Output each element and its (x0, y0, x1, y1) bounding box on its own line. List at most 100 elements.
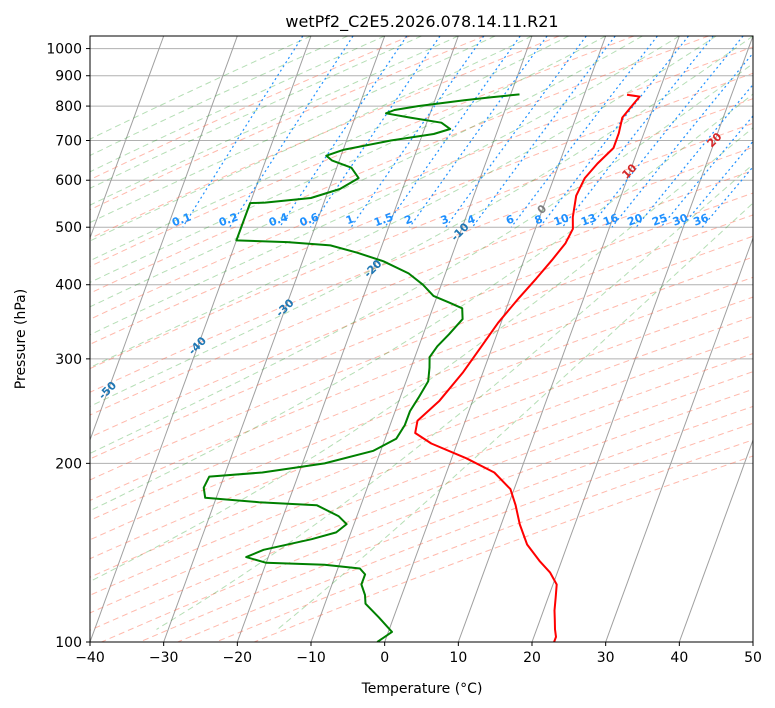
mixing-ratio-line (350, 36, 485, 228)
mixing-ratio-line (701, 165, 753, 228)
mixing-ratio-label: 0.6 (298, 210, 321, 229)
mixing-ratio-label: 0.4 (267, 210, 290, 229)
mixing-ratio-label: 30 (671, 211, 690, 229)
moist-adiabat (90, 36, 312, 140)
background-lines (90, 36, 753, 642)
y-tick-label: 500 (55, 220, 82, 236)
isotherm-label: -60 (6, 424, 29, 447)
mixing-ratio-line (510, 36, 658, 228)
dry-adiabat (90, 36, 560, 240)
mixing-ratio-label: 3 (439, 213, 451, 228)
dry-adiabat (254, 455, 753, 642)
moist-adiabat (90, 36, 606, 283)
x-tick-label: 40 (670, 650, 688, 666)
mixing-ratio-label: 1 (344, 213, 356, 228)
y-axis: 100 200 300 400 500 600 700 800 900 1000 (46, 42, 90, 651)
x-tick-label: −10 (296, 650, 326, 666)
isotherm-label: -50 (96, 379, 119, 402)
mixing-ratio-label: 1.5 (372, 210, 395, 229)
dry-adiabat (215, 439, 753, 642)
y-tick-label: 800 (55, 99, 82, 115)
moist-adiabat (90, 36, 422, 189)
moist-adiabat (90, 36, 349, 157)
grid-layer (90, 36, 753, 642)
dry-adiabat (90, 214, 753, 481)
mixing-ratio-line (310, 36, 441, 228)
y-tick-label: 700 (55, 133, 82, 149)
mixing-ratio-label: 0.1 (170, 210, 193, 229)
mixing-ratio-line (445, 36, 587, 228)
dry-adiabat (90, 334, 753, 596)
mixing-ratio-line (562, 36, 714, 228)
mixing-ratio-label: 16 (601, 211, 620, 229)
x-tick-label: 20 (523, 650, 541, 666)
y-tick-label: 200 (55, 456, 82, 472)
y-tick-label: 600 (55, 173, 82, 189)
dry-adiabat (90, 192, 753, 460)
line-labels: 0.10.20.40.611.52346810131620253036-100-… (6, 130, 725, 447)
y-tick-label: 100 (55, 635, 82, 651)
mixing-ratio-line (611, 52, 753, 228)
isotherm-line (310, 36, 533, 642)
isotherm-label: -30 (273, 296, 296, 319)
mixing-ratio-label: 2 (403, 213, 415, 228)
mixing-ratio-line (229, 36, 354, 228)
mixing-ratio-line (589, 36, 744, 228)
dry-adiabat (90, 146, 753, 416)
x-tick-label: −20 (223, 650, 253, 666)
moist-adiabat (90, 36, 533, 242)
dry-adiabat (90, 276, 753, 541)
moist-adiabat (90, 36, 717, 369)
moist-adiabat (90, 36, 570, 262)
isotherm-label: 20 (705, 130, 725, 150)
chart-title: wetPf2_C2E5.2026.078.14.11.R21 (285, 12, 558, 32)
mixing-ratio-line (409, 36, 548, 228)
moist-adiabat (90, 36, 753, 407)
dry-adiabat (139, 405, 753, 642)
isotherm-label: -40 (186, 334, 209, 357)
moist-adiabat (90, 93, 753, 512)
mixing-ratio-line (539, 36, 689, 228)
dry-adiabat (90, 122, 753, 393)
x-tick-label: 30 (597, 650, 615, 666)
isotherm-line (605, 236, 753, 642)
isotherm-line (90, 36, 238, 442)
mixing-ratio-label: 36 (692, 211, 711, 229)
moist-adiabat (90, 36, 496, 224)
series-layer (202, 93, 641, 642)
isotherm-line (90, 36, 165, 240)
moist-adiabat (90, 62, 753, 454)
dry-adiabat (90, 98, 753, 370)
dry-adiabat (90, 256, 753, 521)
y-tick-label: 400 (55, 278, 82, 294)
mixing-ratio-label: 4 (465, 212, 477, 227)
plot-frame (89, 35, 754, 643)
y-tick-label: 900 (55, 69, 82, 85)
moist-adiabat (90, 36, 680, 336)
dry-adiabat (90, 235, 753, 501)
dry-adiabat (90, 72, 753, 345)
isotherm-line (384, 36, 607, 642)
mixing-ratio-label: 10 (552, 211, 571, 229)
mixing-ratio-label: 20 (626, 211, 645, 229)
x-tick-label: 0 (380, 650, 389, 666)
y-tick-label: 1000 (46, 42, 82, 58)
mixing-ratio-line (471, 36, 616, 228)
dry-adiabat (90, 36, 485, 211)
dry-adiabat (90, 36, 410, 181)
moist-adiabat (90, 36, 459, 206)
isotherm-line (163, 36, 386, 642)
isotherm-line (457, 36, 680, 642)
mixing-ratio-label: 13 (579, 211, 598, 228)
isotherm-line (90, 36, 312, 642)
mixing-ratio-label: 25 (650, 211, 669, 228)
mixing-ratio-label: 0.2 (217, 210, 240, 229)
dry-adiabat (177, 422, 753, 642)
dry-adiabat (90, 353, 753, 614)
y-tick-label: 300 (55, 352, 82, 368)
dry-adiabat (90, 315, 753, 578)
x-tick-label: 50 (744, 650, 762, 666)
mixing-ratio-label: 8 (533, 213, 545, 228)
isotherm-line (531, 36, 753, 642)
